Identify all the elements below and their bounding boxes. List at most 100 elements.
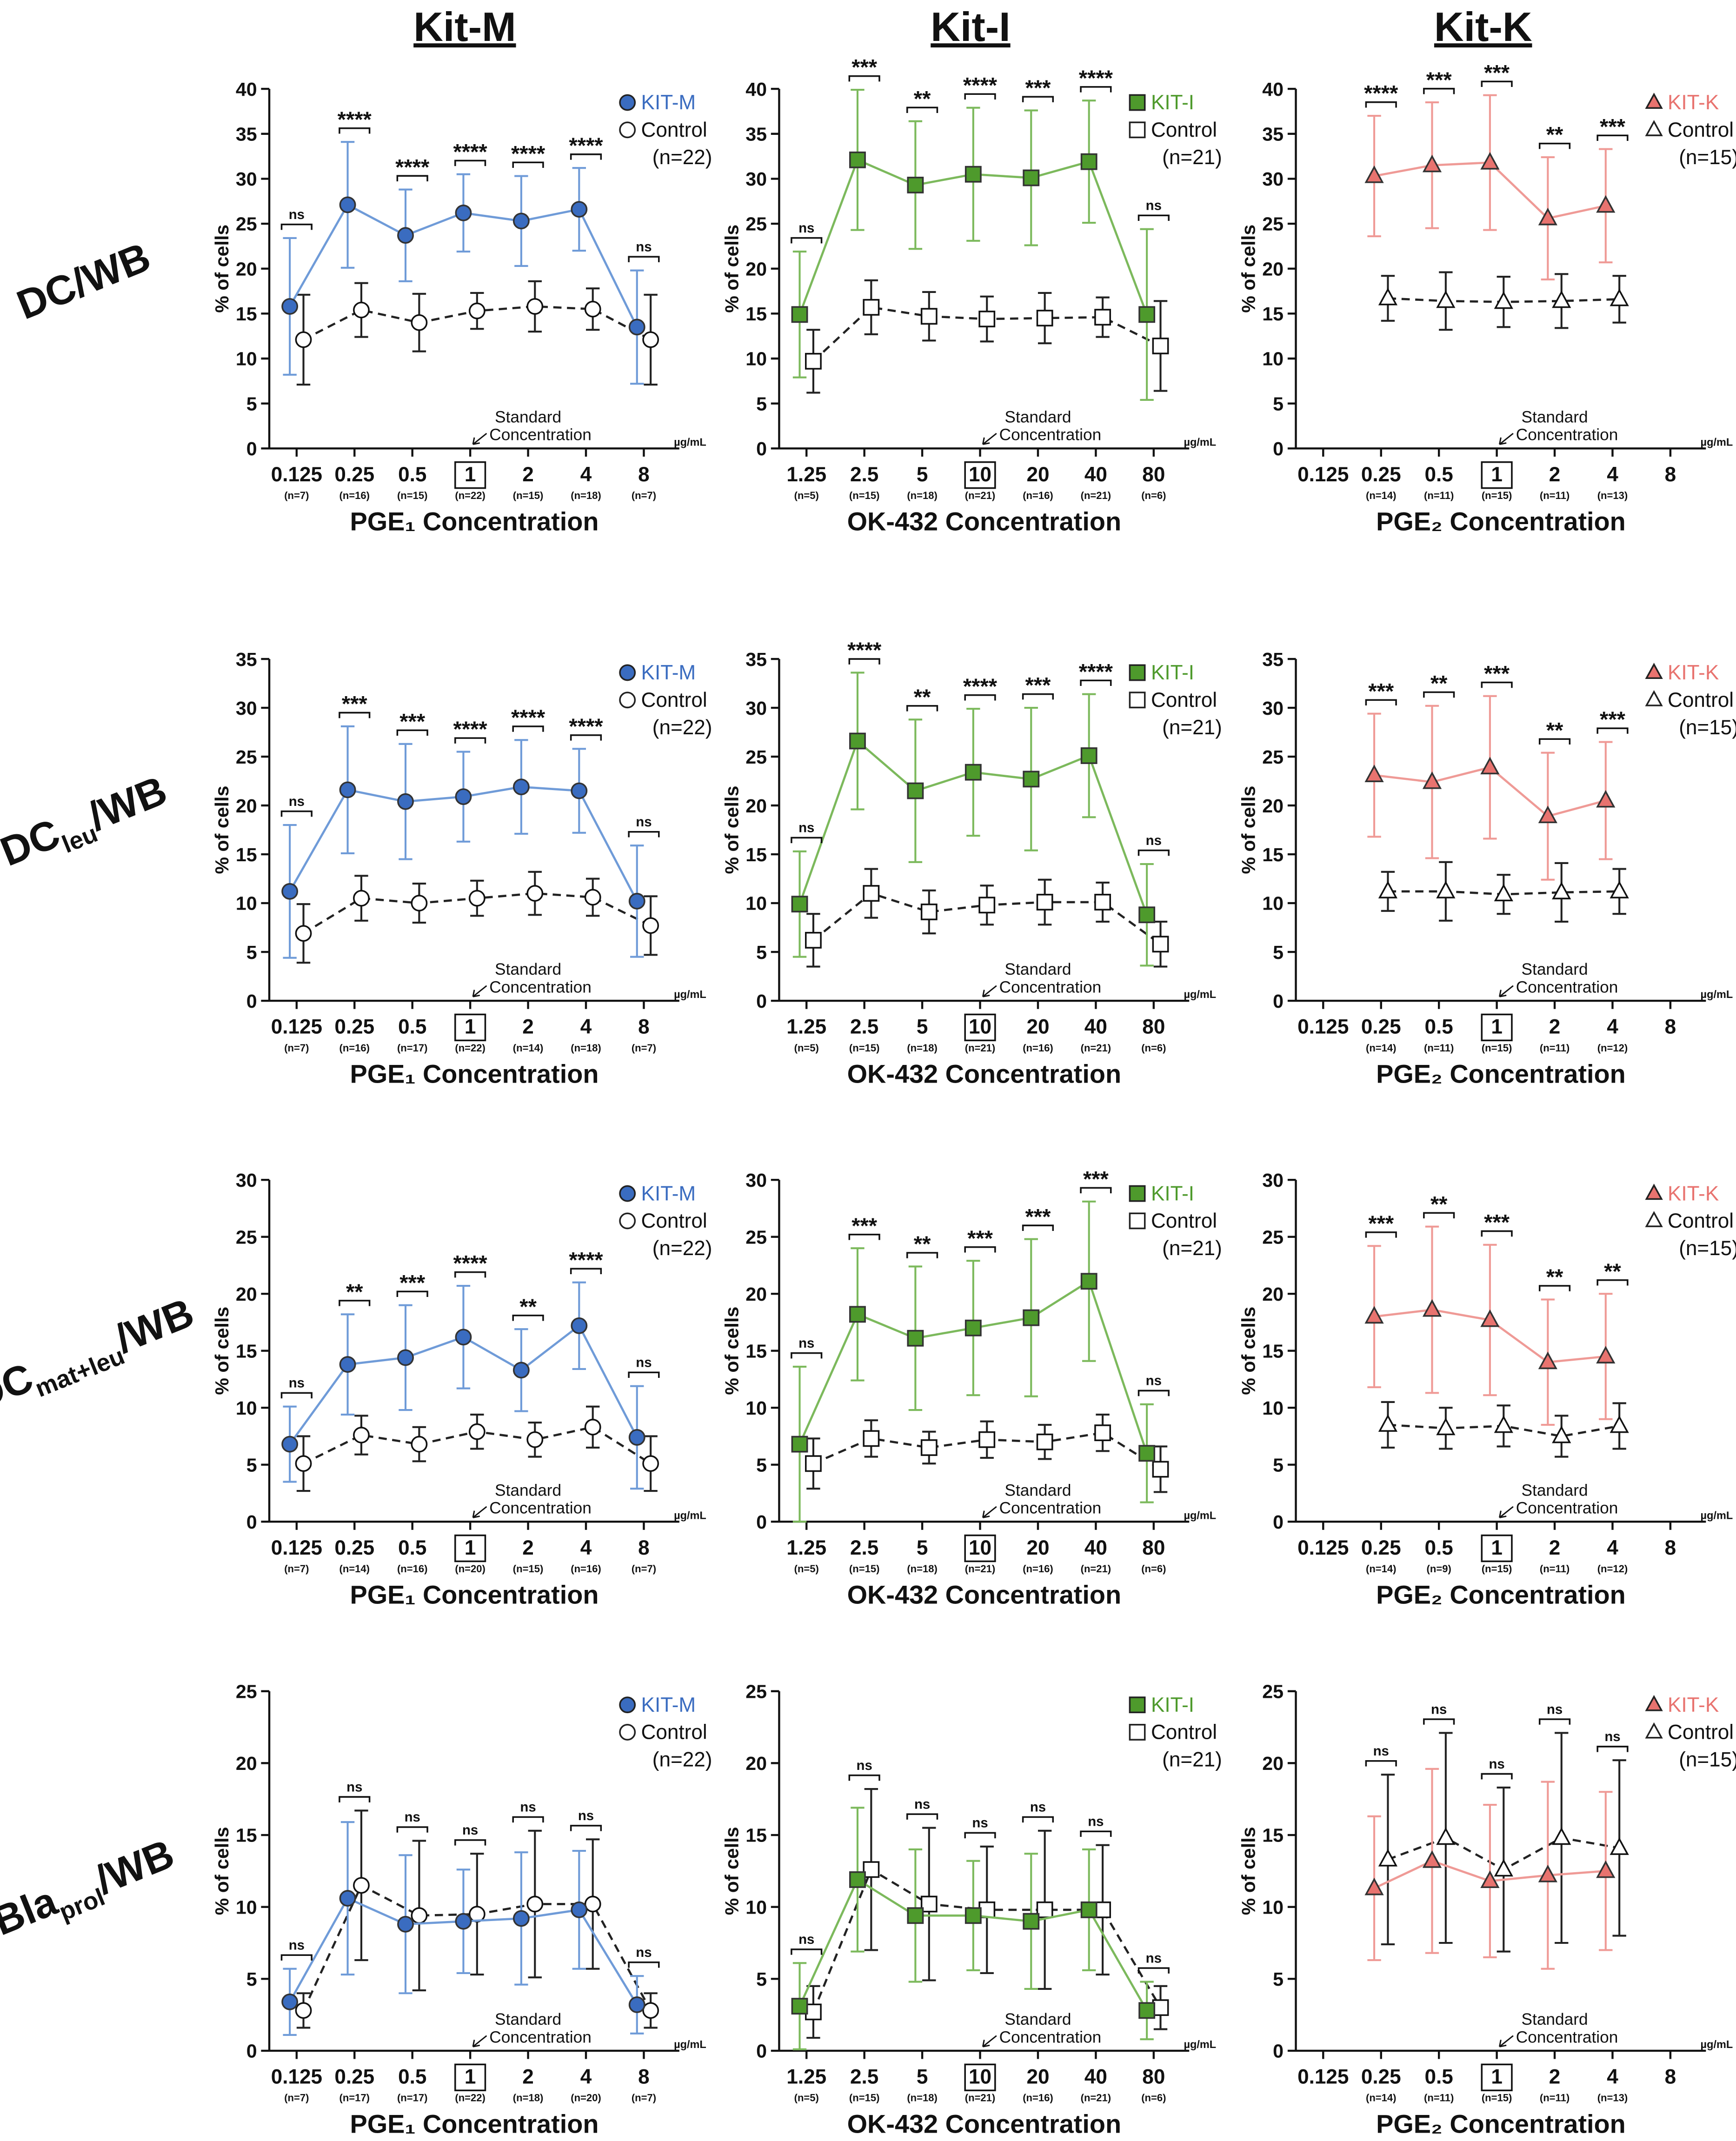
marker bbox=[1422, 154, 1442, 173]
significance-bracket bbox=[1538, 1718, 1571, 1725]
significance-label: ns bbox=[1146, 833, 1162, 848]
significance-bracket bbox=[1365, 1760, 1397, 1767]
annotation: Standard bbox=[1522, 1481, 1588, 1499]
significance-bracket bbox=[1365, 1231, 1397, 1238]
y-tick-label: 35 bbox=[236, 649, 257, 670]
significance-label: ns bbox=[289, 207, 305, 222]
x-tick-label: 80 bbox=[1142, 463, 1165, 486]
significance-bracket bbox=[1137, 214, 1170, 221]
y-tick-label: 25 bbox=[745, 746, 767, 768]
n-label: (n=6) bbox=[1141, 2092, 1166, 2104]
marker bbox=[1080, 1901, 1097, 1918]
significance-bracket bbox=[1423, 1718, 1455, 1725]
marker bbox=[571, 1901, 588, 1918]
marker bbox=[791, 896, 808, 913]
n-label: (n=15) bbox=[1482, 1042, 1512, 1054]
legend-label: Control bbox=[641, 119, 707, 141]
legend-label: Control bbox=[1668, 689, 1734, 711]
marker bbox=[1552, 1425, 1571, 1443]
marker bbox=[805, 2003, 822, 2021]
annotation: Concentration bbox=[489, 2028, 592, 2046]
y-tick-label: 20 bbox=[1262, 1283, 1284, 1305]
n-label: (n=9) bbox=[1427, 1563, 1451, 1575]
y-tick-label: 0 bbox=[756, 1511, 767, 1533]
significance-label: *** bbox=[1484, 60, 1510, 85]
x-tick-label: 4 bbox=[1607, 463, 1618, 486]
significance-label: ns bbox=[798, 1336, 814, 1351]
marker bbox=[628, 1996, 645, 2013]
y-axis-label: % of cells bbox=[721, 1827, 742, 1915]
legend-note: (n=15) bbox=[1679, 1748, 1736, 1771]
annotation-arrow bbox=[982, 1506, 997, 1518]
marker bbox=[1364, 765, 1384, 782]
n-label: (n=15) bbox=[849, 2092, 880, 2104]
marker bbox=[353, 301, 370, 319]
significance-label: *** bbox=[1083, 1166, 1109, 1191]
n-label: (n=16) bbox=[397, 1563, 428, 1575]
significance-bracket bbox=[1022, 1224, 1054, 1231]
significance-bracket bbox=[848, 1234, 880, 1240]
n-label: (n=14) bbox=[1366, 490, 1397, 501]
marker bbox=[1480, 152, 1500, 170]
n-label: (n=12) bbox=[1597, 1042, 1628, 1054]
marker bbox=[1094, 1901, 1111, 1918]
legend-marker bbox=[1129, 1696, 1146, 1714]
marker bbox=[628, 1429, 645, 1446]
legend-label: Control bbox=[1668, 1721, 1734, 1744]
significance-bracket bbox=[454, 737, 486, 744]
y-tick-label: 0 bbox=[1273, 438, 1284, 459]
n-label: (n=17) bbox=[397, 1042, 428, 1054]
legend-marker bbox=[1645, 1184, 1663, 1200]
significance-bracket bbox=[396, 175, 428, 181]
legend-label: Control bbox=[1668, 1210, 1734, 1232]
x-axis-label: PGE₁ Concentration bbox=[350, 507, 599, 536]
standard-box bbox=[1481, 1013, 1513, 1042]
significance-bracket bbox=[1022, 693, 1054, 700]
significance-label: *** bbox=[1484, 1210, 1510, 1235]
n-label: (n=15) bbox=[1482, 2092, 1512, 2104]
marker bbox=[1552, 1827, 1571, 1845]
marker bbox=[571, 201, 588, 218]
marker bbox=[397, 1915, 414, 1933]
significance-label: *** bbox=[851, 1213, 878, 1238]
n-label: (n=22) bbox=[455, 1042, 486, 1054]
marker bbox=[1436, 290, 1456, 308]
row-label: DC/WB bbox=[11, 233, 157, 328]
significance-label: ns bbox=[798, 1932, 814, 1947]
significance-label: **** bbox=[511, 705, 545, 730]
row-label-main: DC/WB bbox=[11, 233, 157, 328]
y-tick-label: 40 bbox=[1262, 79, 1284, 100]
x-axis-label: OK-432 Concentration bbox=[847, 2109, 1122, 2138]
significance-label: ** bbox=[1430, 1191, 1448, 1216]
significance-bracket bbox=[570, 153, 602, 160]
legend-marker bbox=[1645, 1695, 1663, 1711]
row-label-sub: mat+leu bbox=[31, 1342, 128, 1403]
marker bbox=[964, 1907, 982, 1924]
marker bbox=[512, 1362, 530, 1379]
significance-bracket bbox=[628, 1371, 660, 1378]
y-tick-label: 0 bbox=[246, 2041, 257, 2062]
annotation: Concentration bbox=[999, 426, 1102, 444]
marker bbox=[1552, 290, 1571, 308]
x-tick-label: 4 bbox=[580, 463, 592, 486]
marker bbox=[526, 1431, 544, 1448]
n-label: (n=6) bbox=[1141, 490, 1166, 501]
legend-label: Control bbox=[641, 689, 707, 711]
x-tick-label: 8 bbox=[1665, 463, 1676, 486]
marker bbox=[791, 1436, 808, 1453]
y-axis-label: % of cells bbox=[721, 786, 742, 874]
marker bbox=[411, 1907, 428, 1924]
x-tick-label: 0.5 bbox=[398, 1016, 426, 1038]
x-tick-label: 80 bbox=[1142, 1536, 1165, 1559]
marker bbox=[339, 1890, 356, 1907]
marker bbox=[455, 1329, 472, 1346]
marker bbox=[512, 778, 530, 796]
marker bbox=[978, 311, 996, 327]
n-label: (n=14) bbox=[513, 1042, 544, 1054]
significance-bracket bbox=[454, 160, 486, 166]
marker bbox=[281, 1993, 299, 2010]
legend-label: KIT-I bbox=[1151, 1694, 1194, 1716]
y-tick-label: 5 bbox=[246, 942, 257, 963]
marker bbox=[642, 331, 659, 348]
n-label: (n=12) bbox=[1597, 1563, 1628, 1575]
